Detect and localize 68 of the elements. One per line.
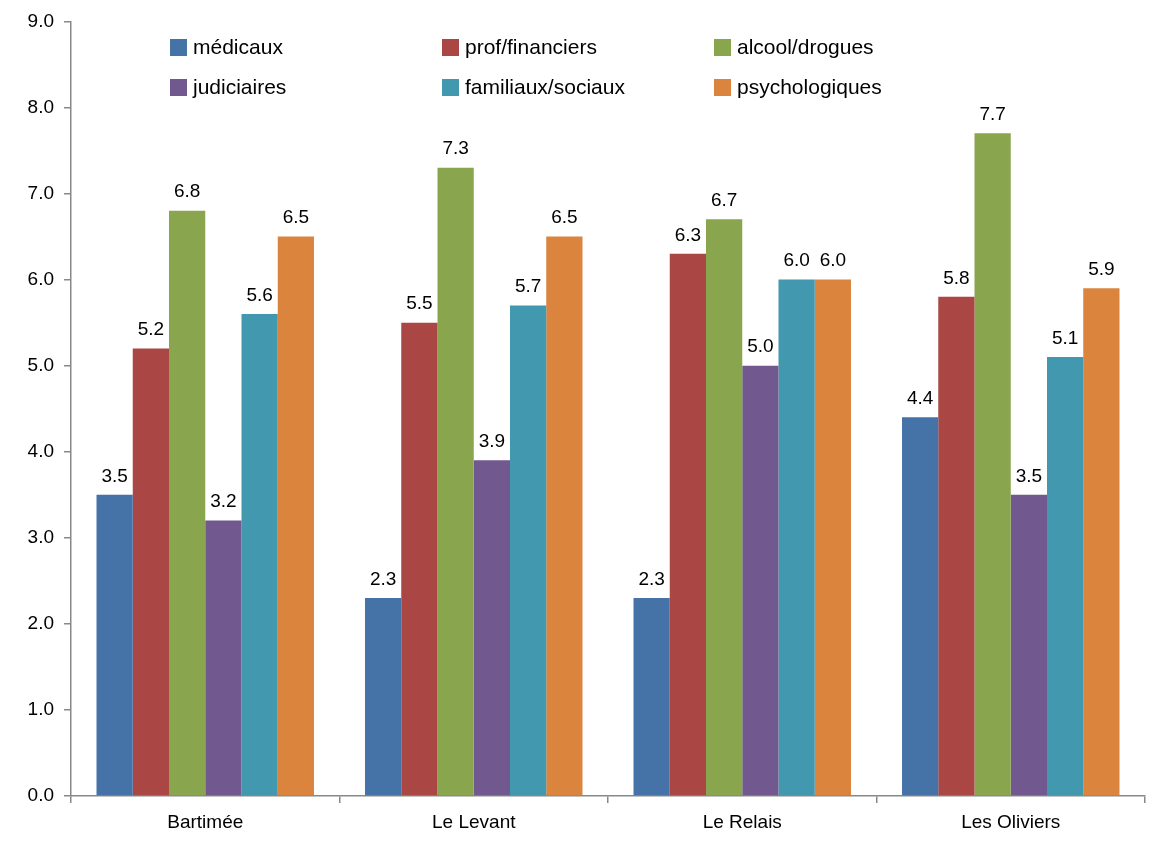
bar <box>814 279 851 796</box>
y-tick-label: 9.0 <box>27 9 54 31</box>
bar <box>241 314 278 796</box>
data-label: 5.1 <box>1051 326 1079 348</box>
data-label: 3.5 <box>101 464 128 486</box>
data-label: 6.5 <box>551 206 578 228</box>
bar <box>902 417 939 796</box>
data-label: 3.2 <box>210 490 237 512</box>
y-tick-label: 1.0 <box>27 698 54 720</box>
bar <box>365 598 402 796</box>
x-tick-label: Bartimée <box>167 810 244 832</box>
legend-label: familiaux/sociaux <box>465 75 625 99</box>
bar <box>277 236 314 796</box>
bar <box>132 348 169 796</box>
bar <box>473 460 510 796</box>
bar <box>633 598 670 796</box>
bar <box>742 365 779 796</box>
legend-label: psychologiques <box>737 75 882 99</box>
data-label: 3.9 <box>478 430 506 452</box>
data-label: 7.3 <box>442 137 469 159</box>
legend-label: judiciaires <box>193 75 287 99</box>
legend-label: prof/financiers <box>465 35 597 59</box>
bar <box>205 520 242 796</box>
legend-label: médicaux <box>193 35 283 59</box>
bar <box>546 236 583 796</box>
bar <box>1083 288 1120 796</box>
data-label: 6.3 <box>674 223 702 245</box>
x-tick-label: Le Levant <box>432 810 517 832</box>
bar <box>96 494 133 796</box>
data-label: 2.3 <box>369 567 397 589</box>
bar <box>778 279 815 796</box>
data-label: 4.4 <box>906 387 934 409</box>
data-label: 5.9 <box>1088 257 1115 279</box>
bar <box>169 210 206 796</box>
bar <box>401 322 438 796</box>
data-label: 7.7 <box>979 103 1006 125</box>
y-tick-label: 6.0 <box>27 267 54 289</box>
y-tick-label: 4.0 <box>27 439 54 461</box>
data-label: 6.5 <box>282 206 310 228</box>
bar <box>938 296 975 796</box>
bar <box>510 305 547 796</box>
x-tick-label: Le Relais <box>702 810 782 832</box>
y-tick-label: 2.0 <box>27 612 54 634</box>
bar <box>706 219 743 796</box>
bar <box>1047 357 1084 796</box>
y-tick-label: 8.0 <box>27 95 54 117</box>
legend-label: alcool/drogues <box>737 35 874 59</box>
data-label: 6.0 <box>819 249 847 271</box>
data-label: 2.3 <box>638 567 665 589</box>
data-label: 3.5 <box>1015 464 1043 486</box>
data-label: 6.0 <box>783 249 810 271</box>
y-tick-label: 3.0 <box>27 526 54 548</box>
data-label: 6.8 <box>173 180 201 202</box>
data-label: 5.8 <box>943 266 970 288</box>
bar <box>669 253 706 796</box>
bar <box>437 167 474 796</box>
x-tick-label: Les Oliviers <box>961 810 1061 832</box>
data-label: 5.7 <box>514 275 542 297</box>
y-tick-label: 7.0 <box>27 181 54 203</box>
bar <box>1010 494 1047 796</box>
data-label: 6.7 <box>710 189 738 211</box>
data-label: 5.2 <box>137 318 165 340</box>
data-label: 5.0 <box>747 335 774 357</box>
data-label: 5.6 <box>246 283 273 305</box>
data-label: 5.5 <box>406 292 433 314</box>
bar <box>974 133 1011 796</box>
y-tick-label: 0.0 <box>27 784 54 806</box>
y-tick-label: 5.0 <box>27 353 54 375</box>
